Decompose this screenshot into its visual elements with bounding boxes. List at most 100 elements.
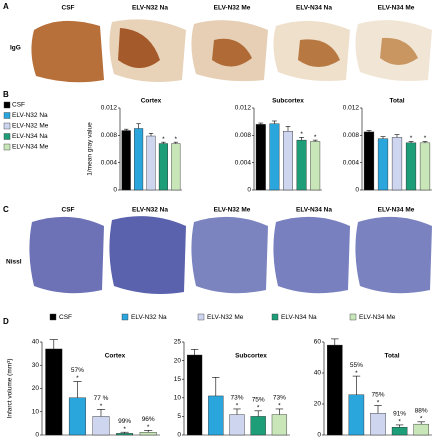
y-tick-label: 20 [174, 357, 182, 364]
bar [116, 433, 134, 436]
legend-label: ELV-N32 Me [207, 314, 244, 321]
y-tick-label: 0 [317, 432, 321, 439]
legend-label: ELV-N32 Na [131, 314, 167, 321]
reduction-label: 88% [415, 408, 428, 415]
bar [348, 394, 365, 436]
significance: * [76, 375, 79, 382]
chart-title: Total [384, 353, 399, 360]
panel-letter: C [3, 205, 9, 214]
y-tick-label: 0.012 [101, 105, 118, 112]
legend-swatch [197, 313, 205, 321]
row-label: Nissl [6, 259, 22, 266]
y-axis-label: Infarct volume (mm³) [7, 359, 14, 419]
bar [158, 143, 168, 191]
reduction-label: 99% [118, 418, 131, 425]
significance: * [300, 131, 303, 138]
legend-swatch [3, 122, 11, 130]
bar [229, 414, 245, 436]
bar [419, 142, 431, 191]
y-tick-label: 0 [247, 187, 251, 194]
reduction-label: 57% [71, 367, 84, 374]
significance: * [147, 424, 150, 431]
column-label: ELV-N32 Na [132, 207, 168, 214]
reduction-label: 55% [350, 362, 363, 369]
legend-label: ELV-N34 Me [12, 144, 49, 151]
bar [45, 348, 63, 436]
significance: * [355, 370, 358, 377]
column-label: ELV-N32 Me [214, 207, 251, 214]
significance: * [398, 419, 401, 426]
y-tick-label: 25 [174, 339, 182, 346]
bar [171, 143, 181, 191]
y-tick-label: 0.004 [343, 159, 360, 166]
reduction-label: 91% [393, 411, 406, 418]
y-tick-label: 0.012 [343, 105, 360, 112]
significance: * [257, 405, 260, 412]
legend-swatch [3, 133, 11, 140]
reduction-label: 73% [230, 395, 243, 402]
y-tick-label: 0.012 [235, 105, 252, 112]
y-tick-label: 60 [314, 339, 322, 346]
legend-label: ELV-N32 Me [12, 123, 49, 130]
legend-label: ELV-N32 Na [12, 112, 48, 119]
legend-swatch [349, 313, 357, 321]
y-tick-label: 0.004 [101, 159, 118, 166]
significance: * [100, 403, 103, 410]
bar [327, 344, 343, 436]
bar [92, 416, 110, 436]
significance: * [420, 416, 423, 423]
y-tick-label: 5 [177, 413, 181, 420]
legend-label: CSF [12, 102, 25, 109]
bar [208, 395, 224, 436]
y-tick-label: 0.004 [235, 159, 252, 166]
nissl-images [29, 216, 432, 294]
column-label: ELV-N32 Me [214, 5, 251, 12]
chart-title: Subcortex [272, 98, 304, 105]
significance: * [123, 426, 126, 433]
legend-swatch [121, 313, 129, 321]
reduction-label: 77 % [94, 395, 109, 402]
column-label: CSF [62, 5, 75, 12]
y-tick-label: 40 [32, 339, 40, 346]
y-tick-label: 30 [32, 362, 40, 369]
legend-label: ELV-N34 Na [281, 314, 317, 321]
reduction-label: 73% [273, 395, 286, 402]
reduction-label: 96% [142, 416, 155, 423]
legend-label: ELV-N34 Me [359, 314, 396, 321]
bar [391, 137, 403, 191]
y-tick-label: 0.008 [343, 132, 360, 139]
bar [255, 124, 266, 191]
legend-label: CSF [59, 314, 72, 321]
bar [139, 432, 157, 436]
legend-swatch [271, 313, 279, 321]
significance: * [314, 134, 317, 141]
igg-images [31, 19, 432, 83]
column-label: ELV-N32 Na [132, 5, 168, 12]
y-tick-label: 0 [355, 187, 359, 194]
y-axis-label: 1/mean gray value [87, 122, 94, 176]
significance: * [377, 399, 380, 406]
column-label: ELV-N34 Na [296, 207, 332, 214]
legend-swatch [3, 143, 11, 151]
significance: * [410, 135, 413, 142]
column-label: CSF [62, 207, 75, 214]
y-tick-label: 0.008 [101, 132, 118, 139]
bar [186, 354, 203, 436]
y-tick-label: 10 [174, 395, 182, 402]
chart-title: Subcortex [235, 353, 267, 360]
y-tick-label: 20 [32, 385, 40, 392]
chart-title: Cortex [105, 353, 126, 360]
bar [363, 131, 375, 191]
bar [370, 413, 386, 436]
y-tick-label: 0 [113, 187, 117, 194]
panel-letter: A [3, 2, 9, 11]
legend-swatch [49, 313, 57, 321]
bar [146, 135, 156, 191]
bar [310, 141, 321, 191]
panel-letter: B [3, 90, 9, 99]
bar [68, 397, 86, 436]
significance: * [162, 136, 165, 143]
reduction-label: 75% [252, 397, 265, 404]
y-tick-label: 10 [32, 408, 40, 415]
